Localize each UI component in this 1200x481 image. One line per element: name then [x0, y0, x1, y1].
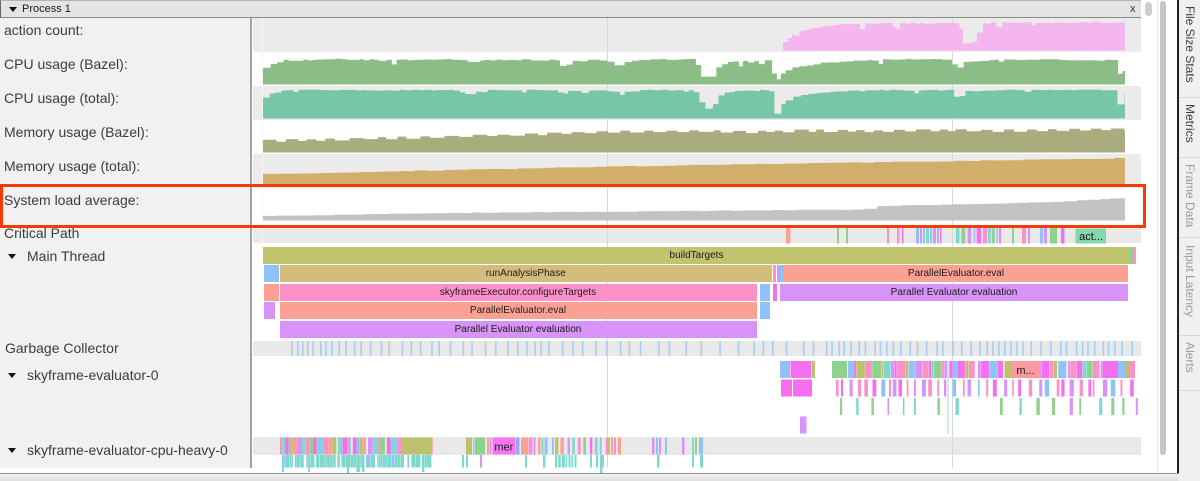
svg-text:mer: mer	[494, 442, 513, 454]
svg-text:act...: act...	[1079, 231, 1103, 243]
svg-text:m...: m...	[1016, 365, 1034, 377]
